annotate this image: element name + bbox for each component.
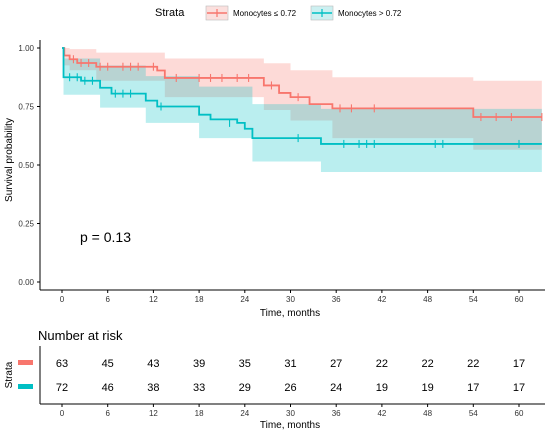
- x-tick-label: 30: [286, 295, 295, 304]
- survival-curve-0: [62, 47, 542, 118]
- risk-count: 72: [56, 382, 68, 394]
- x-tick-label: 12: [149, 295, 158, 304]
- x-tick-label: 18: [195, 409, 204, 418]
- x-tick-label: 6: [105, 409, 110, 418]
- x-tick-label: 54: [469, 409, 478, 418]
- risk-key-low: [18, 360, 33, 365]
- risk-count: 22: [467, 358, 479, 370]
- censor-marks: [69, 55, 543, 148]
- x-tick-label: 12: [149, 409, 158, 418]
- x-tick-label: 36: [332, 409, 341, 418]
- x-tick-label: 48: [423, 295, 432, 304]
- risk-count: 26: [284, 382, 296, 394]
- x-tick-label: 60: [515, 295, 524, 304]
- risk-count: 17: [513, 382, 525, 394]
- y-tick-label: 0.50: [18, 161, 34, 170]
- y-tick-label: 0.00: [18, 278, 34, 287]
- y-axis-title: Survival probability: [4, 118, 15, 202]
- risk-count: 63: [56, 358, 68, 370]
- risk-count: 29: [239, 382, 251, 394]
- x-tick-label: 30: [286, 409, 295, 418]
- x-tick-label: 42: [377, 295, 386, 304]
- legend-key-low: [205, 5, 229, 21]
- ci-band-0: [62, 48, 542, 150]
- legend-label-low: Monocytes ≤ 0.72: [233, 9, 297, 18]
- risk-count: 33: [193, 382, 205, 394]
- risk-x-axis-ticks: 0 6 12 18 24 30 36 42 48 54 60: [60, 404, 524, 418]
- risk-count: 24: [330, 382, 342, 394]
- risk-count: 38: [147, 382, 159, 394]
- legend-label-high: Monocytes > 0.72: [338, 9, 402, 18]
- confidence-bands: [62, 48, 542, 173]
- x-axis-title: Time, months: [260, 308, 320, 319]
- x-tick-label: 36: [332, 295, 341, 304]
- p-value-annotation: p = 0.13: [80, 229, 131, 245]
- risk-count: 31: [284, 358, 296, 370]
- survival-curves: [62, 47, 542, 145]
- survival-plot: 0.00 0.25 0.50 0.75 1.00 0 6 12 18 24 30 36 42 48 54 6…: [4, 40, 545, 319]
- x-tick-label: 0: [60, 295, 65, 304]
- risk-count: 19: [376, 382, 388, 394]
- x-tick-label: 42: [377, 409, 386, 418]
- risk-count: 46: [102, 382, 114, 394]
- x-tick-label: 0: [60, 409, 65, 418]
- survival-curve-1: [62, 47, 542, 145]
- risk-count: 27: [330, 358, 342, 370]
- risk-count: 17: [513, 358, 525, 370]
- risk-count: 22: [421, 358, 433, 370]
- risk-count: 22: [376, 358, 388, 370]
- ci-band-1: [62, 48, 542, 173]
- risk-count: 39: [193, 358, 205, 370]
- x-tick-label: 18: [195, 295, 204, 304]
- x-axis-ticks: 0 6 12 18 24 30 36 42 48 54 60: [60, 290, 524, 304]
- x-tick-label: 24: [240, 409, 249, 418]
- risk-y-axis-title: Strata: [4, 361, 15, 388]
- x-tick-label: 60: [515, 409, 524, 418]
- risk-count: 19: [421, 382, 433, 394]
- legend-title: Strata: [155, 7, 185, 19]
- risk-count: 35: [239, 358, 251, 370]
- x-tick-label: 6: [105, 295, 110, 304]
- y-axis-ticks: 0.00 0.25 0.50 0.75 1.00: [18, 44, 40, 287]
- y-tick-label: 1.00: [18, 44, 34, 53]
- risk-x-axis-title: Time, months: [260, 420, 320, 431]
- legend: Strata Monocytes ≤ 0.72 Monocytes > 0.72: [155, 5, 402, 21]
- legend-key-high: [310, 5, 334, 21]
- y-tick-label: 0.25: [18, 220, 34, 229]
- risk-count: 17: [467, 382, 479, 394]
- risk-table: Number at risk Strata 63 45 43 39 35 31 27 22 22…: [4, 328, 545, 431]
- risk-count: 43: [147, 358, 159, 370]
- risk-count: 45: [102, 358, 114, 370]
- risk-key-high: [18, 384, 33, 389]
- x-tick-label: 48: [423, 409, 432, 418]
- y-tick-label: 0.75: [18, 103, 34, 112]
- risk-table-title: Number at risk: [38, 328, 123, 343]
- x-tick-label: 24: [240, 295, 249, 304]
- risk-numbers: 63 45 43 39 35 31 27 22 22 22 17 72 46 38 33 29 26 24 19 19…: [56, 358, 525, 394]
- x-tick-label: 54: [469, 295, 478, 304]
